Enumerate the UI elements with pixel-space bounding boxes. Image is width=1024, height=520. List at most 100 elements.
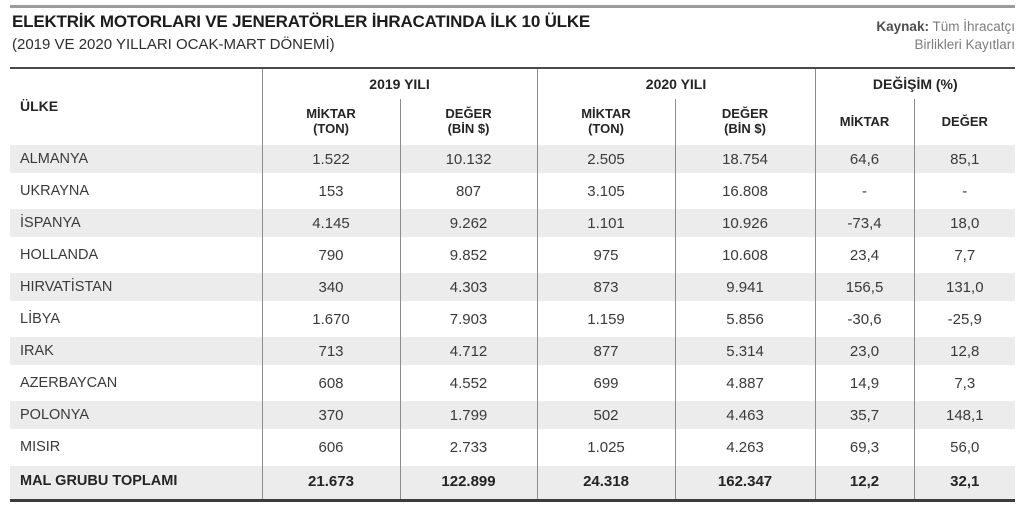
cell-2019-miktar: 153: [261, 175, 400, 207]
cell-2020-deger: 9.941: [674, 271, 816, 303]
page-subtitle: (2019 VE 2020 YILLARI OCAK-MART DÖNEMİ): [12, 36, 335, 53]
source-text-1: Tüm İhracatçı: [932, 19, 1015, 34]
column-header-2019-deger: DEĞER (BİN $): [399, 99, 538, 143]
cell-country: HOLLANDA: [10, 239, 262, 271]
cell-2019-deger: 7.903: [399, 303, 538, 335]
table-row: IRAK 713 4.712 877 5.314 23,0 12,8: [10, 335, 1016, 367]
table-row: LİBYA 1.670 7.903 1.159 5.856 -30,6 -25,…: [10, 303, 1016, 335]
cell-2020-deger: 10.926: [674, 207, 816, 239]
cell-2020-miktar: 1.025: [536, 431, 676, 463]
cell-2019-deger: 9.852: [399, 239, 538, 271]
cell-2019-deger: 4.303: [399, 271, 538, 303]
cell-2019-deger: 9.262: [399, 207, 538, 239]
cell-2020-deger: 5.856: [674, 303, 816, 335]
cell-2019-miktar: 370: [261, 399, 400, 431]
cell-2020-miktar: 3.105: [536, 175, 676, 207]
table-body: ALMANYA 1.522 10.132 2.505 18.754 64,6 8…: [10, 143, 1016, 463]
table-footer: MAL GRUBU TOPLAMI 21.673 122.899 24.318 …: [10, 463, 1016, 502]
table-row: UKRAYNA 153 807 3.105 16.808 - -: [10, 175, 1016, 207]
cell-2020-deger: 4.463: [674, 399, 816, 431]
cell-change-miktar: 23,0: [814, 335, 915, 367]
cell-country: AZERBAYCAN: [10, 367, 262, 399]
total-2020-deger: 162.347: [674, 463, 816, 502]
cell-country: ALMANYA: [10, 143, 262, 175]
cell-2019-miktar: 606: [261, 431, 400, 463]
cell-change-miktar: -: [814, 175, 915, 207]
cell-change-deger: -25,9: [913, 303, 1016, 335]
cell-change-deger: 56,0: [913, 431, 1016, 463]
source-note: Kaynak: Tüm İhracatçı Birlikleri Kayıtla…: [876, 18, 1015, 54]
cell-change-miktar: 156,5: [814, 271, 915, 303]
cell-2020-miktar: 975: [536, 239, 676, 271]
cell-2020-miktar: 502: [536, 399, 676, 431]
table-row: HOLLANDA 790 9.852 975 10.608 23,4 7,7: [10, 239, 1016, 271]
cell-2019-deger: 807: [399, 175, 538, 207]
subheader-line: DEĞER: [445, 106, 492, 121]
column-header-2020-deger: DEĞER (BİN $): [674, 99, 816, 143]
cell-2020-deger: 4.887: [674, 367, 816, 399]
column-header-change-miktar: MİKTAR: [814, 99, 915, 143]
table-row: İSPANYA 4.145 9.262 1.101 10.926 -73,4 1…: [10, 207, 1016, 239]
table-row: MISIR 606 2.733 1.025 4.263 69,3 56,0: [10, 431, 1016, 463]
cell-2020-deger: 18.754: [674, 143, 816, 175]
cell-change-deger: 18,0: [913, 207, 1016, 239]
cell-change-miktar: 35,7: [814, 399, 915, 431]
cell-2019-miktar: 1.522: [261, 143, 400, 175]
cell-change-deger: 7,7: [913, 239, 1016, 271]
cell-2019-deger: 10.132: [399, 143, 538, 175]
subheader-line: MİKTAR: [581, 106, 631, 121]
cell-2019-deger: 1.799: [399, 399, 538, 431]
cell-2020-miktar: 1.101: [536, 207, 676, 239]
cell-change-deger: 131,0: [913, 271, 1016, 303]
cell-change-miktar: 14,9: [814, 367, 915, 399]
cell-2019-miktar: 4.145: [261, 207, 400, 239]
subheader-line: (BİN $): [447, 121, 490, 136]
cell-change-miktar: -30,6: [814, 303, 915, 335]
column-group-2020: 2020 YILI: [536, 67, 816, 99]
cell-2020-miktar: 1.159: [536, 303, 676, 335]
cell-2019-deger: 2.733: [399, 431, 538, 463]
source-line-2: Birlikleri Kayıtları: [876, 36, 1015, 54]
cell-change-miktar: -73,4: [814, 207, 915, 239]
total-row: MAL GRUBU TOPLAMI 21.673 122.899 24.318 …: [10, 463, 1016, 502]
cell-2019-deger: 4.712: [399, 335, 538, 367]
total-change-deger: 32,1: [913, 463, 1016, 502]
table-row: POLONYA 370 1.799 502 4.463 35,7 148,1: [10, 399, 1016, 431]
cell-2020-deger: 4.263: [674, 431, 816, 463]
cell-2019-miktar: 790: [261, 239, 400, 271]
export-table: ÜLKE 2019 YILI 2020 YILI DEĞİŞİM (%) MİK…: [10, 67, 1016, 502]
subheader-line: (TON): [313, 121, 349, 136]
subheader-line: (BİN $): [724, 121, 766, 136]
cell-country: İSPANYA: [10, 207, 262, 239]
column-header-2019-miktar: MİKTAR (TON): [261, 99, 400, 143]
cell-country: MISIR: [10, 431, 262, 463]
total-label: MAL GRUBU TOPLAMI: [10, 463, 262, 502]
source-text-2: Birlikleri Kayıtları: [914, 37, 1015, 52]
subheader-line: DEĞER: [721, 106, 769, 121]
cell-2020-deger: 16.808: [674, 175, 816, 207]
total-2019-miktar: 21.673: [261, 463, 400, 502]
cell-2019-deger: 4.552: [399, 367, 538, 399]
cell-2020-miktar: 2.505: [536, 143, 676, 175]
cell-2020-miktar: 877: [536, 335, 676, 367]
cell-2019-miktar: 1.670: [261, 303, 400, 335]
cell-country: LİBYA: [10, 303, 262, 335]
page-title: ELEKTRİK MOTORLARI VE JENERATÖRLER İHRAC…: [12, 12, 591, 31]
table-header: ÜLKE 2019 YILI 2020 YILI DEĞİŞİM (%) MİK…: [10, 67, 1016, 143]
table-row: AZERBAYCAN 608 4.552 699 4.887 14,9 7,3: [10, 367, 1016, 399]
column-header-2020-miktar: MİKTAR (TON): [536, 99, 676, 143]
total-2020-miktar: 24.318: [536, 463, 676, 502]
column-header-change-deger: DEĞER: [913, 99, 1016, 143]
header-block: ELEKTRİK MOTORLARI VE JENERATÖRLER İHRAC…: [12, 12, 590, 53]
cell-change-deger: -: [913, 175, 1016, 207]
cell-2020-deger: 10.608: [674, 239, 816, 271]
column-group-2019: 2019 YILI: [261, 67, 538, 99]
cell-2019-miktar: 608: [261, 367, 400, 399]
cell-country: POLONYA: [10, 399, 262, 431]
cell-change-miktar: 23,4: [814, 239, 915, 271]
table-row: ALMANYA 1.522 10.132 2.505 18.754 64,6 8…: [10, 143, 1016, 175]
cell-country: UKRAYNA: [10, 175, 262, 207]
total-change-miktar: 12,2: [814, 463, 915, 502]
cell-2019-miktar: 340: [261, 271, 400, 303]
